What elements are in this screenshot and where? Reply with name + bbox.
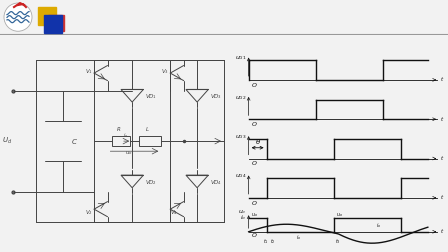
Bar: [139, 136, 161, 146]
Text: $U_d$: $U_d$: [2, 136, 13, 146]
Text: $u_{G1}$: $u_{G1}$: [235, 54, 246, 62]
Text: L: L: [146, 127, 149, 132]
Text: $V_3$: $V_3$: [161, 67, 169, 76]
Text: $O$: $O$: [251, 231, 258, 239]
Text: $u_{G2}$: $u_{G2}$: [235, 94, 246, 102]
Text: $t$: $t$: [440, 115, 445, 123]
Text: $i_o$: $i_o$: [376, 221, 382, 230]
Text: $VD_4$: $VD_4$: [210, 178, 222, 187]
Text: R: R: [116, 127, 121, 132]
Text: $i_o$: $i_o$: [123, 131, 129, 140]
Text: $u_{G3}$: $u_{G3}$: [235, 133, 246, 141]
Text: $V_2$: $V_2$: [85, 208, 93, 217]
Text: $t$: $t$: [440, 75, 445, 83]
Text: $O$: $O$: [251, 199, 258, 207]
Text: $u_{G4}$: $u_{G4}$: [235, 172, 246, 180]
Bar: [44, 15, 62, 33]
Text: $t_3$: $t_3$: [335, 237, 340, 246]
Text: $V_4$: $V_4$: [170, 208, 178, 217]
Text: $i_o$: $i_o$: [240, 213, 246, 222]
Text: $O$: $O$: [251, 120, 258, 128]
Text: $t_2$: $t_2$: [270, 237, 276, 246]
Circle shape: [4, 3, 32, 31]
Text: $VD_3$: $VD_3$: [210, 92, 222, 101]
Text: $VD_2$: $VD_2$: [145, 178, 157, 187]
Bar: [38, 7, 56, 25]
Text: $u_o$: $u_o$: [251, 212, 258, 219]
Text: $i_o$: $i_o$: [296, 233, 301, 242]
Text: $t$: $t$: [440, 154, 445, 162]
Text: $t$: $t$: [440, 227, 445, 235]
Text: C: C: [72, 139, 77, 145]
Text: $u_o$: $u_o$: [125, 149, 133, 157]
Text: $V_1$: $V_1$: [85, 67, 93, 76]
Text: $O$: $O$: [251, 81, 258, 89]
Text: $t$: $t$: [440, 193, 445, 201]
Text: $\theta$: $\theta$: [254, 137, 261, 146]
Text: $O$: $O$: [251, 160, 258, 167]
Bar: [48, 15, 64, 31]
Bar: [112, 136, 130, 146]
Text: $VD_1$: $VD_1$: [145, 92, 157, 101]
Text: $t_1$: $t_1$: [263, 237, 269, 246]
Text: $u_o$: $u_o$: [238, 208, 246, 216]
Text: $u_o$: $u_o$: [336, 212, 343, 219]
